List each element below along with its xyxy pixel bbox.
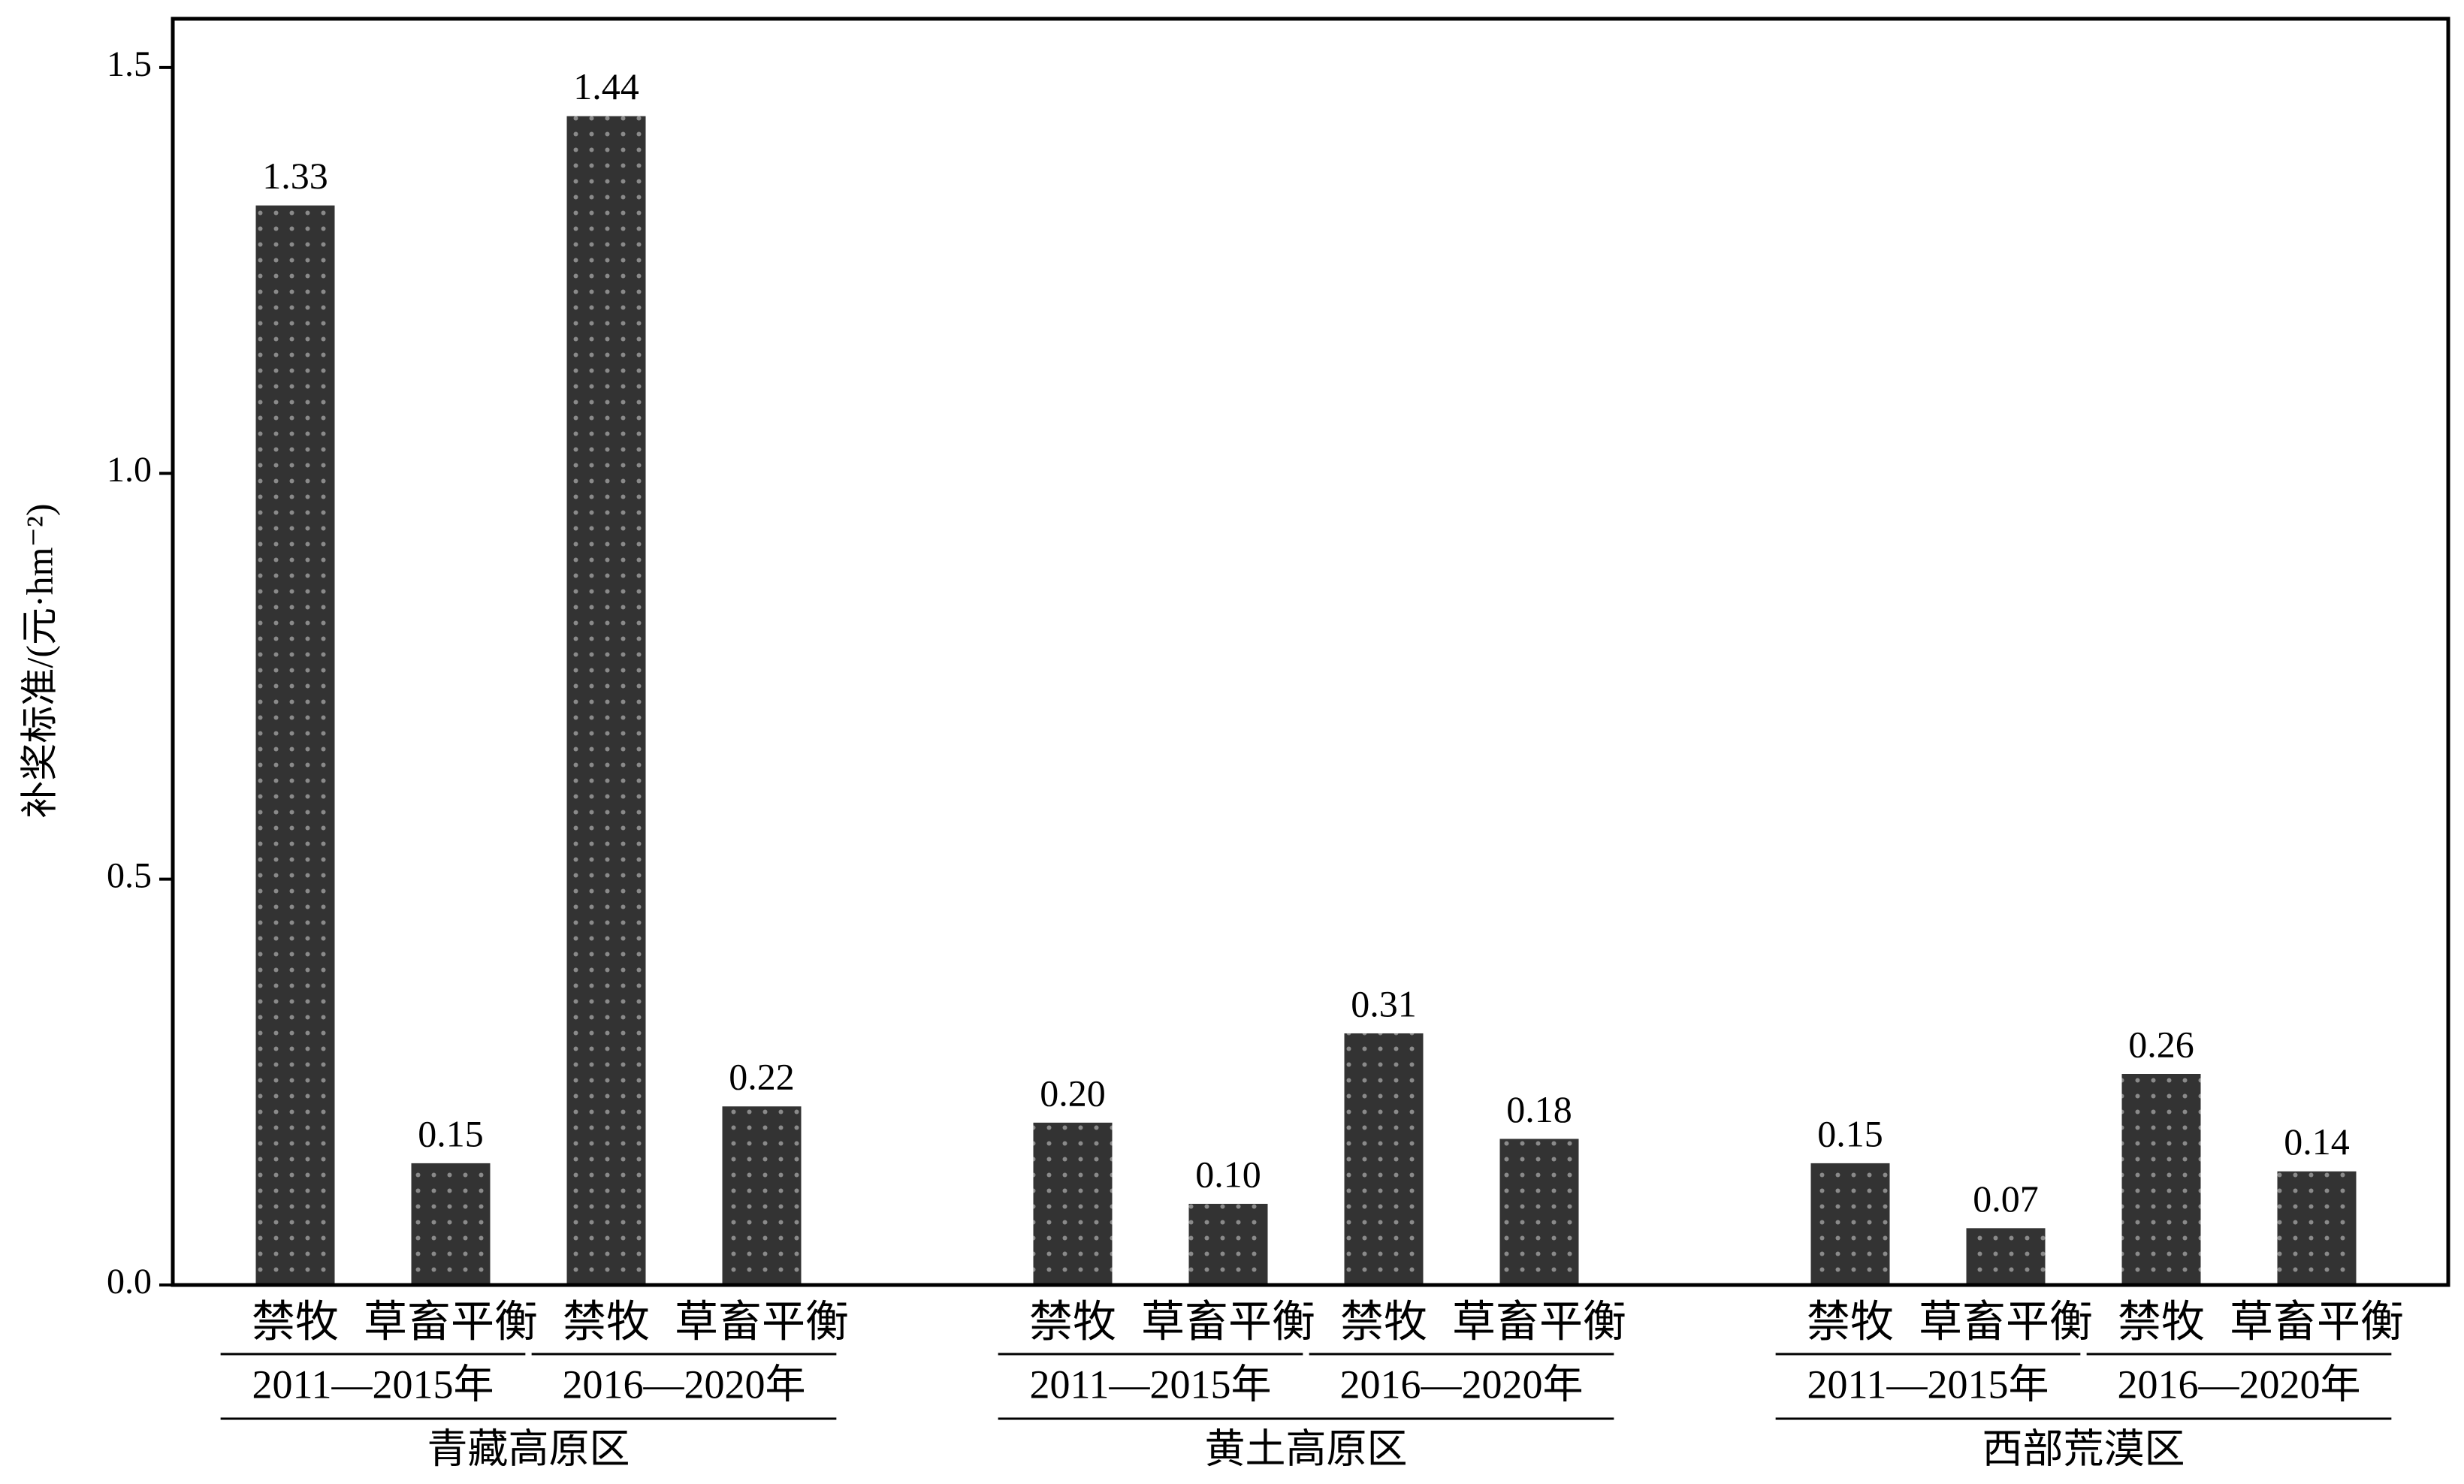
x-tick-label: 草畜平衡 xyxy=(364,1297,538,1346)
bar xyxy=(722,1106,802,1285)
x-tick-label: 禁牧 xyxy=(252,1297,339,1346)
period-label: 2016—2020年 xyxy=(2118,1362,2361,1407)
value-label: 0.10 xyxy=(1195,1153,1261,1195)
bar xyxy=(411,1163,491,1285)
y-tick-label: 0.5 xyxy=(107,856,152,896)
value-label: 1.44 xyxy=(573,65,639,107)
x-tick-label: 禁牧 xyxy=(2118,1297,2205,1346)
value-label: 0.18 xyxy=(1506,1088,1572,1130)
y-tick-label: 1.5 xyxy=(107,44,152,84)
x-tick-label: 禁牧 xyxy=(1029,1297,1116,1346)
period-label: 2011—2015年 xyxy=(1807,1362,2049,1407)
bar xyxy=(1499,1139,1579,1285)
bar xyxy=(255,205,335,1286)
value-label: 0.22 xyxy=(729,1056,795,1098)
value-label: 0.15 xyxy=(418,1112,484,1154)
region-label: 青藏高原区 xyxy=(427,1426,630,1471)
bar xyxy=(1810,1163,1890,1285)
period-label: 2016—2020年 xyxy=(563,1362,806,1407)
x-tick-label: 禁牧 xyxy=(1340,1297,1427,1346)
period-label: 2016—2020年 xyxy=(1340,1362,1584,1407)
value-label: 0.15 xyxy=(1817,1112,1883,1154)
bar xyxy=(1033,1122,1113,1285)
value-label: 0.07 xyxy=(1973,1178,2039,1220)
x-tick-label: 禁牧 xyxy=(563,1297,650,1346)
bar xyxy=(1188,1203,1268,1285)
bar xyxy=(1966,1228,2046,1285)
bar xyxy=(1344,1033,1424,1285)
value-label: 0.31 xyxy=(1351,982,1417,1024)
region-label: 黄土高原区 xyxy=(1205,1426,1408,1471)
period-label: 2011—2015年 xyxy=(1030,1362,1272,1407)
x-tick-label: 禁牧 xyxy=(1807,1297,1894,1346)
bar xyxy=(2121,1074,2201,1285)
x-tick-label: 草畜平衡 xyxy=(1452,1297,1626,1346)
x-tick-label: 草畜平衡 xyxy=(2230,1297,2404,1346)
value-label: 0.14 xyxy=(2284,1121,2350,1163)
y-axis-label: 补奖标准/(元·hm⁻²) xyxy=(18,503,60,818)
period-label: 2011—2015年 xyxy=(252,1362,494,1407)
plot-frame xyxy=(171,17,2450,1287)
value-label: 1.33 xyxy=(262,155,328,197)
value-label: 0.20 xyxy=(1040,1072,1106,1114)
region-label: 西部荒漠区 xyxy=(1982,1426,2185,1471)
x-tick-label: 草畜平衡 xyxy=(675,1297,849,1346)
x-tick-label: 草畜平衡 xyxy=(1141,1297,1315,1346)
value-label: 0.26 xyxy=(2128,1023,2194,1065)
bar xyxy=(2277,1171,2357,1285)
x-tick-label: 草畜平衡 xyxy=(1919,1297,2093,1346)
bar xyxy=(566,116,646,1286)
y-tick-label: 0.0 xyxy=(107,1262,152,1302)
y-tick-label: 1.0 xyxy=(107,450,152,490)
